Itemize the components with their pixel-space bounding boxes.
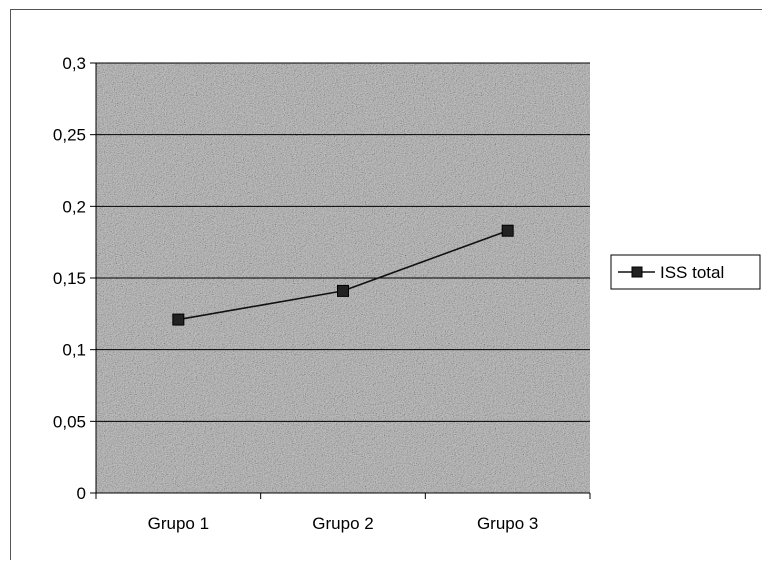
y-tick-label: 0,05: [53, 412, 86, 431]
legend: ISS total: [610, 254, 761, 290]
y-tick-label: 0: [77, 484, 86, 503]
y-tick-label: 0,15: [53, 269, 86, 288]
x-tick-label: Grupo 2: [312, 514, 373, 533]
chart-frame: [10, 9, 762, 560]
y-tick-label: 0,25: [53, 126, 86, 145]
axes: [90, 62, 591, 499]
data-point-marker: [172, 313, 185, 326]
x-tick-label: Grupo 1: [148, 514, 209, 533]
y-tick-label: 0,3: [62, 54, 86, 73]
x-tick-label: Grupo 3: [477, 514, 538, 533]
y-tick-label: 0,1: [62, 341, 86, 360]
series-iss-total: [172, 224, 514, 326]
data-point-marker: [501, 224, 514, 237]
x-axis-tick-labels: Grupo 1 Grupo 2 Grupo 3: [148, 514, 539, 533]
data-point-marker: [337, 284, 349, 297]
legend-marker-icon: [631, 266, 643, 278]
gridlines: [96, 62, 590, 422]
y-tick-label: 0,2: [62, 197, 86, 216]
y-axis-tick-labels: 0 0,05 0,1 0,15 0,2 0,25 0,3: [53, 54, 86, 503]
legend-label: ISS total: [660, 263, 724, 282]
